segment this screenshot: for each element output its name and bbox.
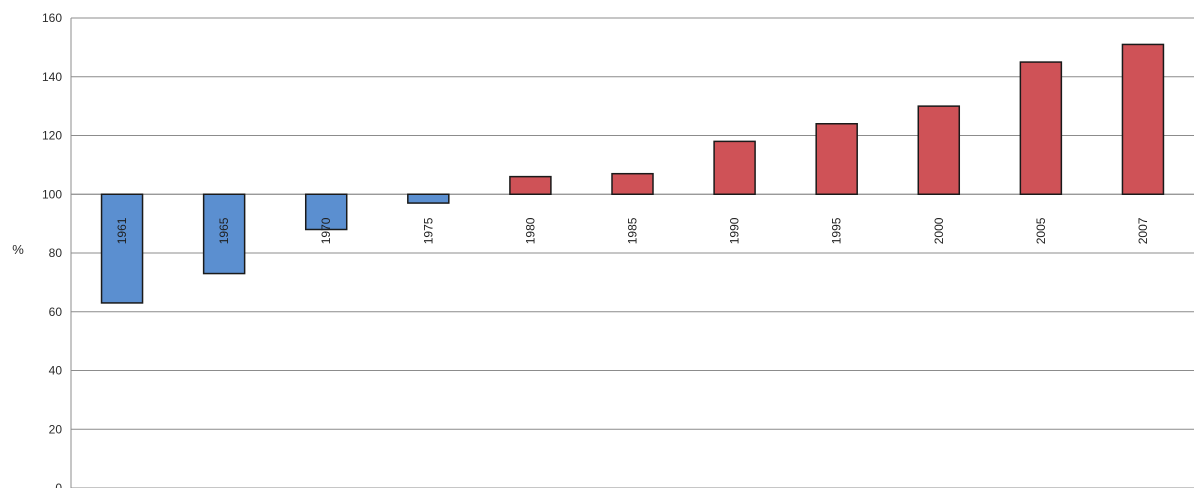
y-tick-label: 160	[42, 11, 62, 25]
y-tick-label: 140	[42, 70, 62, 84]
y-tick-label: 20	[49, 422, 63, 436]
bar-1970	[304, 193, 348, 231]
bar-label-1990: 1990	[728, 217, 742, 244]
y-tick-label: 0	[55, 481, 62, 488]
bars	[100, 43, 1165, 304]
bar-1965	[202, 193, 246, 275]
bar-1975	[407, 193, 450, 204]
bar-2000	[917, 105, 961, 195]
y-tick-label: 120	[42, 129, 62, 143]
bar-2005	[1019, 61, 1063, 195]
bar-label-1961: 1961	[115, 217, 129, 244]
bar-2007	[1121, 43, 1165, 195]
bar-label-2007: 2007	[1136, 217, 1150, 244]
bar-label-1975: 1975	[421, 217, 435, 244]
bar-1985	[611, 172, 654, 195]
bar-1990	[713, 140, 756, 195]
y-tick-label: 60	[49, 305, 63, 319]
bar-1980	[509, 175, 552, 195]
bar-label-1970: 1970	[319, 217, 333, 244]
y-axis-title: %	[12, 242, 24, 257]
y-tick-label: 40	[49, 364, 63, 378]
bar-labels: 1961 1965 1970 1975 1980 1985 1990 1995 2000 2005…	[115, 217, 1150, 244]
bar-label-1985: 1985	[626, 217, 640, 244]
y-tick-label: 100	[42, 187, 62, 201]
bar-label-1995: 1995	[830, 217, 844, 244]
y-tick-label: 80	[49, 246, 63, 260]
bar-1961	[100, 193, 144, 304]
y-axis-tick-labels: 0 20 40 60 80 100 120 140 160	[42, 11, 62, 488]
bar-label-2000: 2000	[932, 217, 946, 244]
bar-1995	[815, 123, 858, 195]
bar-label-1965: 1965	[217, 217, 231, 244]
bar-label-2005: 2005	[1034, 217, 1048, 244]
bar-label-1980: 1980	[523, 217, 537, 244]
